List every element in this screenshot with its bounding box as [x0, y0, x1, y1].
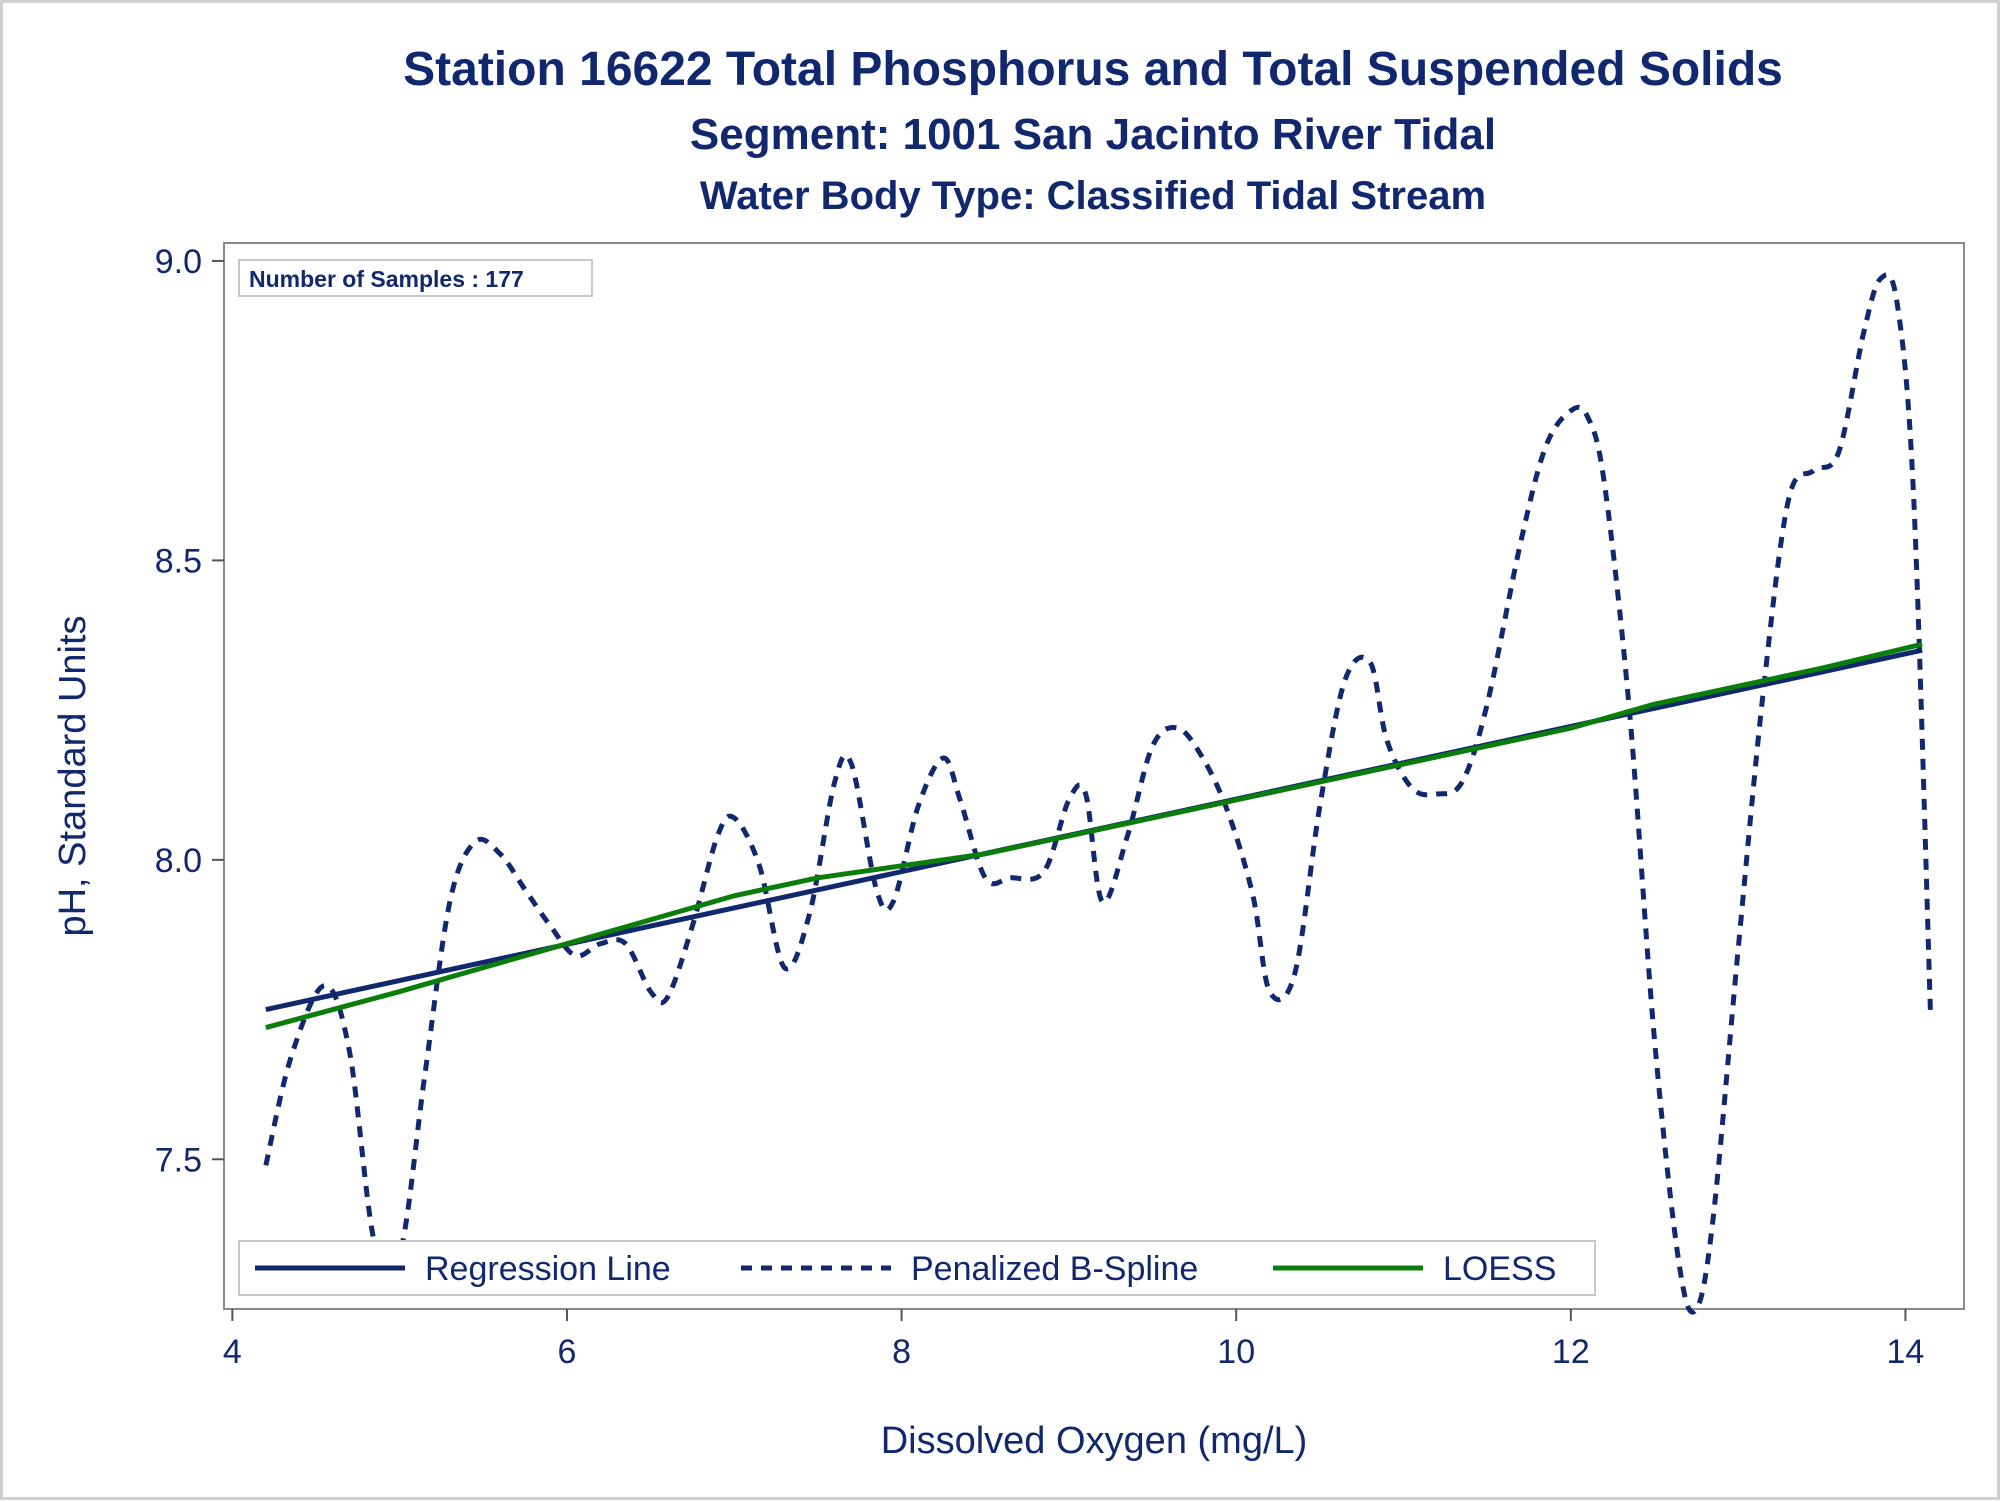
y-tick-label: 8.5: [155, 542, 202, 580]
y-tick-label: 9.0: [155, 243, 202, 281]
plot-area: [223, 242, 1965, 1310]
x-axis-label: Dissolved Oxygen (mg/L): [881, 1420, 1308, 1462]
y-tick-label: 7.5: [155, 1141, 202, 1179]
loess-line: [265, 641, 1923, 1030]
chart-subtitle: Segment: 1001 San Jacinto River Tidal: [690, 110, 1496, 159]
chart-title: Station 16622 Total Phosphorus and Total…: [403, 43, 1783, 96]
legend-label-regression: Regression Line: [425, 1250, 671, 1288]
y-axis-label: pH, Standard Units: [52, 615, 94, 936]
legend-label-spline: Penalized B-Spline: [911, 1250, 1198, 1288]
sample-count-inset: Number of Samples : 177: [238, 259, 593, 297]
x-tick-label: 14: [1887, 1333, 1925, 1371]
y-tick-label: 8.0: [155, 842, 202, 880]
legend: Regression Line Penalized B-Spline LOESS: [238, 1240, 1596, 1296]
x-tick-label: 8: [892, 1333, 911, 1371]
x-tick-label: 6: [558, 1333, 577, 1371]
x-tick-label: 4: [223, 1333, 242, 1371]
legend-label-loess: LOESS: [1443, 1250, 1556, 1288]
x-tick-label: 10: [1217, 1333, 1255, 1371]
chart-svg: Station 16622 Total Phosphorus and Total…: [52, 43, 1965, 1462]
sample-count-label: Number of Samples : 177: [249, 266, 524, 292]
x-tick-label: 12: [1552, 1333, 1590, 1371]
chart-subtitle-2: Water Body Type: Classified Tidal Stream: [700, 174, 1486, 218]
